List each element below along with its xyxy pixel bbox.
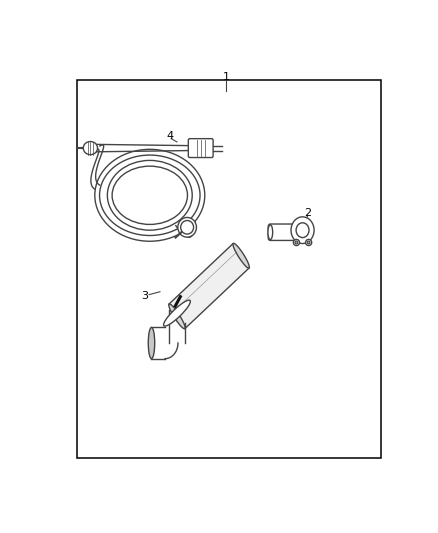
- Polygon shape: [169, 244, 249, 329]
- Ellipse shape: [181, 221, 194, 234]
- Bar: [77, 80, 381, 458]
- Ellipse shape: [306, 239, 312, 246]
- Ellipse shape: [163, 300, 191, 326]
- Text: 4: 4: [166, 131, 174, 141]
- FancyBboxPatch shape: [188, 139, 213, 158]
- Ellipse shape: [307, 241, 310, 244]
- Ellipse shape: [95, 149, 205, 241]
- Text: 3: 3: [141, 291, 148, 301]
- Ellipse shape: [107, 160, 192, 230]
- Text: 1: 1: [223, 72, 230, 82]
- Ellipse shape: [169, 304, 185, 329]
- Ellipse shape: [293, 239, 300, 246]
- Text: 2: 2: [304, 207, 311, 217]
- Ellipse shape: [178, 217, 197, 237]
- Ellipse shape: [233, 243, 249, 268]
- Ellipse shape: [112, 166, 187, 224]
- Ellipse shape: [268, 225, 273, 240]
- Ellipse shape: [99, 155, 200, 236]
- FancyBboxPatch shape: [268, 224, 301, 240]
- Ellipse shape: [291, 217, 314, 244]
- Ellipse shape: [148, 327, 155, 359]
- Ellipse shape: [295, 241, 298, 244]
- Ellipse shape: [83, 142, 98, 155]
- Ellipse shape: [296, 223, 309, 238]
